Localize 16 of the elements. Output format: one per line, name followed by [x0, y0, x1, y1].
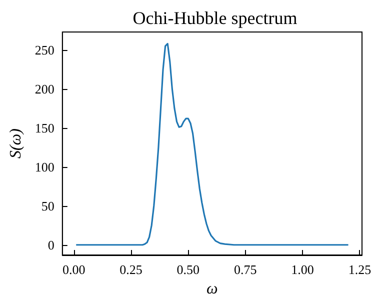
chart-title: Ochi-Hubble spectrum: [132, 8, 298, 28]
x-tick-label: 1.25: [348, 262, 372, 277]
x-tick-label: 0.75: [234, 262, 257, 277]
y-axis-title: S(ω): [8, 128, 24, 158]
y-tick-label: 100: [34, 159, 54, 174]
y-tick-label: 0: [48, 237, 54, 252]
y-tick-label: 150: [34, 120, 54, 136]
line-series: [75, 42, 350, 246]
y-tick-label: 50: [41, 198, 54, 214]
x-tick-label: 1.00: [291, 262, 314, 277]
x-tick-label: 0.25: [120, 262, 142, 277]
y-tick-label: 250: [34, 42, 54, 58]
x-axis-title: ω: [206, 280, 218, 298]
y-tick-label: 200: [34, 81, 54, 96]
x-tick-label: 0.50: [176, 262, 200, 277]
x-tick-label: 0.00: [62, 262, 86, 277]
